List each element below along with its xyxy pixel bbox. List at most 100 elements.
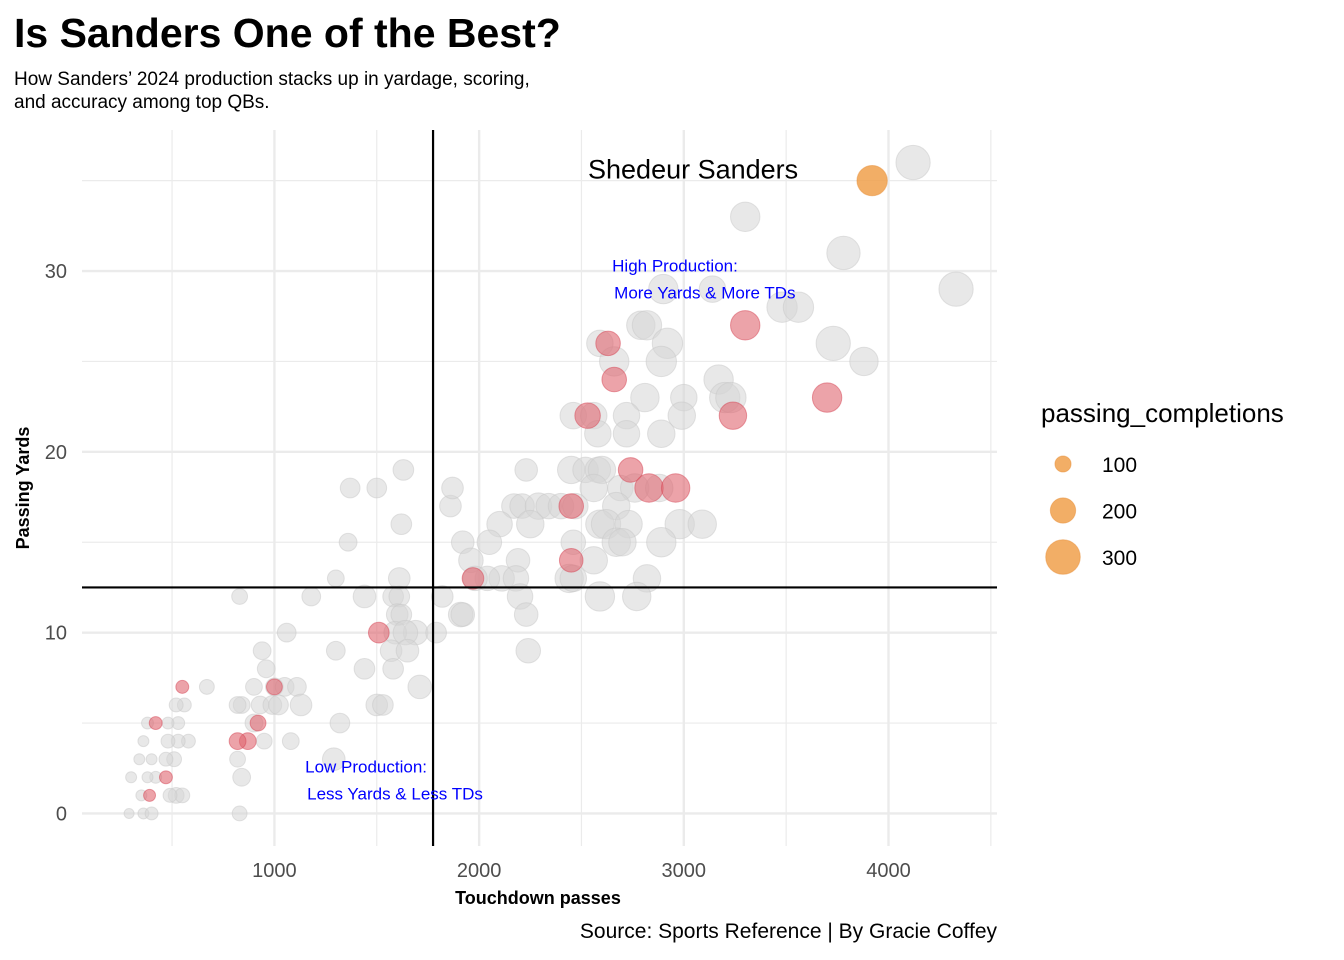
axis-ticks: 1000 2000 3000 4000 0 10 20 30 xyxy=(45,261,911,882)
y-tick-label: 0 xyxy=(56,803,67,825)
highlight-point xyxy=(228,732,247,751)
other-point xyxy=(162,787,178,803)
other-point xyxy=(849,346,879,377)
legend-title: passing_completions xyxy=(1041,398,1284,428)
chart-subtitle: How Sanders’ 2024 production stacks up i… xyxy=(14,69,530,113)
other-point xyxy=(647,419,676,448)
sanders-annotation: Shedeur Sanders xyxy=(588,155,798,185)
other-point xyxy=(515,637,542,664)
other-point xyxy=(648,273,679,305)
highlight-point xyxy=(266,678,283,696)
y-tick-label: 30 xyxy=(45,261,67,283)
other-point xyxy=(352,584,377,609)
other-point xyxy=(325,640,346,661)
other-point xyxy=(232,767,252,787)
legend-size-key xyxy=(1054,455,1072,473)
other-point xyxy=(584,581,616,612)
other-point xyxy=(476,529,503,556)
chart-title: Is Sanders One of the Best? xyxy=(14,10,561,56)
quadrant-label-line2: Less Yards & Less TDs xyxy=(307,784,483,803)
x-tick-label: 1000 xyxy=(252,860,297,882)
highlight-point xyxy=(574,402,601,429)
other-point xyxy=(326,569,345,588)
other-point xyxy=(630,382,660,413)
other-point xyxy=(137,735,150,748)
quadrant-label-line1: Low Production: xyxy=(305,757,427,776)
legend-size-key xyxy=(1049,497,1077,524)
x-tick-label: 2000 xyxy=(457,860,502,882)
other-point xyxy=(826,235,861,271)
highlight-point xyxy=(730,310,761,341)
other-point xyxy=(160,733,176,749)
other-point xyxy=(612,420,641,448)
other-point xyxy=(392,459,415,481)
other-point xyxy=(133,753,146,766)
other-point xyxy=(450,602,476,627)
x-tick-label: 3000 xyxy=(662,860,707,882)
quadrant-label-line2: More Yards & More TDs xyxy=(614,284,795,303)
x-tick-label: 4000 xyxy=(866,860,911,882)
y-tick-label: 10 xyxy=(45,623,67,645)
other-point xyxy=(301,586,322,607)
other-point xyxy=(425,621,447,644)
other-point xyxy=(622,581,652,612)
other-point xyxy=(338,532,358,552)
other-point xyxy=(631,310,663,341)
other-point xyxy=(441,476,464,500)
x-axis-title: Touchdown passes xyxy=(455,888,621,908)
legend: passing_completions 100 200 300 xyxy=(1041,398,1284,575)
highlight-point xyxy=(634,473,664,503)
other-point xyxy=(231,588,249,605)
other-point xyxy=(353,657,376,680)
other-point xyxy=(281,732,300,751)
other-point xyxy=(144,806,159,821)
other-point xyxy=(158,751,174,767)
other-point xyxy=(895,144,931,181)
other-point xyxy=(579,546,608,575)
other-point xyxy=(329,712,351,734)
other-point xyxy=(229,750,246,768)
other-point xyxy=(516,509,545,539)
other-point xyxy=(667,401,696,430)
other-point xyxy=(366,477,388,499)
other-point xyxy=(938,271,974,307)
legend-entry-label: 200 xyxy=(1102,501,1137,524)
other-point xyxy=(645,345,677,378)
other-point xyxy=(198,678,215,695)
quadrant-labels: High Production: More Yards & More TDs Low… xyxy=(305,257,795,804)
other-point xyxy=(730,201,761,232)
other-point xyxy=(390,513,413,535)
legend-entry-label: 100 xyxy=(1102,454,1137,477)
other-point xyxy=(268,694,289,716)
other-point xyxy=(815,325,851,361)
other-point xyxy=(289,693,313,717)
highlight-point xyxy=(601,366,627,393)
other-point xyxy=(608,528,637,557)
other-point xyxy=(395,638,420,663)
other-point xyxy=(276,622,297,643)
other-point xyxy=(646,527,677,558)
other-point xyxy=(687,509,717,539)
other-point xyxy=(514,458,538,482)
other-point xyxy=(161,716,175,730)
y-axis-title: Passing Yards xyxy=(13,427,33,550)
highlight-point xyxy=(558,493,585,519)
sanders-point xyxy=(856,164,888,197)
quadrant-label-line1: High Production: xyxy=(612,257,738,276)
other-point xyxy=(513,602,539,627)
other-point xyxy=(339,477,361,499)
other-point xyxy=(287,677,307,697)
other-point xyxy=(168,697,184,713)
highlight-point xyxy=(367,621,390,644)
other-point xyxy=(698,275,727,303)
other-point xyxy=(145,753,158,766)
highlight-point xyxy=(148,716,163,731)
highlight-point xyxy=(175,679,190,694)
highlight-point xyxy=(461,567,485,590)
highlight-point xyxy=(811,382,843,413)
other-point xyxy=(382,657,404,680)
highlight-point xyxy=(143,788,157,802)
other-point xyxy=(255,732,273,750)
other-point xyxy=(407,674,433,700)
